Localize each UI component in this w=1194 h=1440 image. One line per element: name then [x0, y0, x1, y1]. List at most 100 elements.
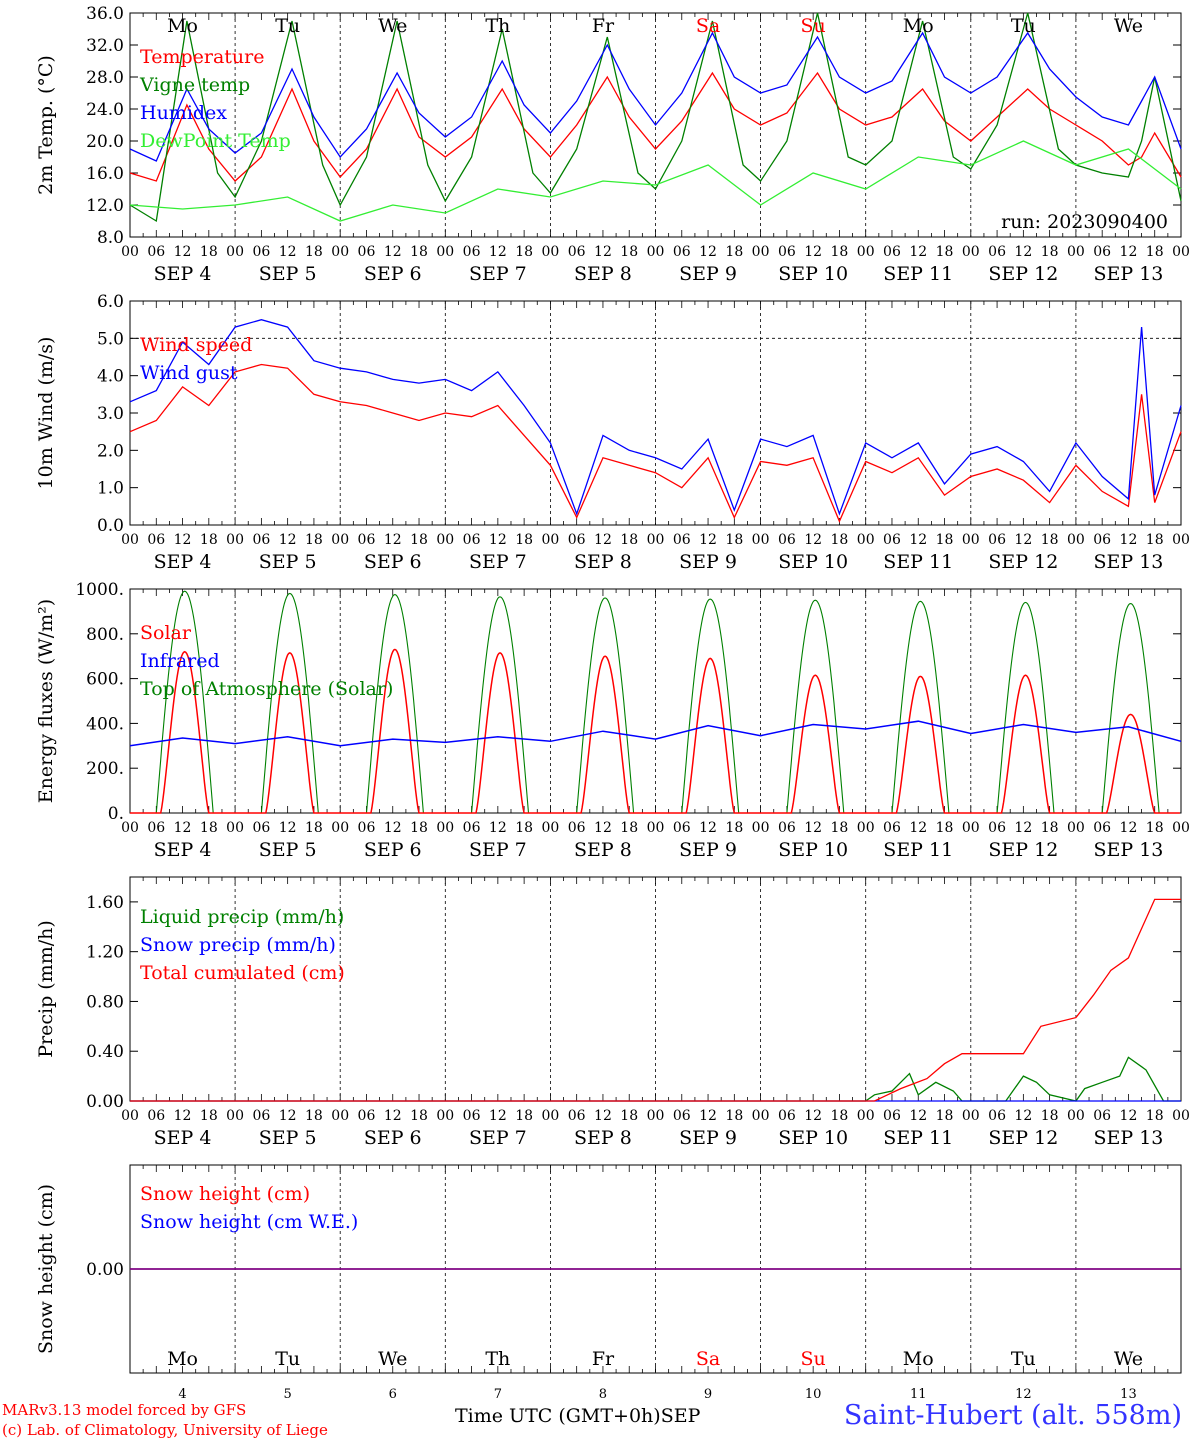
month-label: SEP — [660, 1405, 701, 1427]
y-tick-label: 28.0 — [86, 68, 124, 88]
x-date-label: SEP 5 — [259, 551, 317, 573]
y-axis-label: Precip (mm/h) — [35, 920, 57, 1058]
x-hour-label: 06 — [988, 532, 1006, 548]
x-hour-label: 12 — [1120, 532, 1138, 548]
weekday-label: We — [1114, 15, 1143, 37]
weekday-label: We — [378, 15, 407, 37]
x-date-label: SEP 11 — [883, 263, 953, 285]
y-tick-label: 3.0 — [97, 404, 124, 424]
x-hour-label: 06 — [988, 1108, 1006, 1124]
y-tick-label: 16.0 — [86, 164, 124, 184]
toa-solar-line — [130, 590, 1180, 814]
x-hour-label: 00 — [541, 532, 559, 548]
x-hour-label: 06 — [778, 532, 796, 548]
legend-entry: DewPoint Temp — [140, 130, 291, 152]
x-hour-label: 12 — [699, 244, 717, 260]
x-hour-label: 18 — [515, 244, 533, 260]
x-hour-label: 12 — [1014, 820, 1032, 836]
panel-3: 0. 200. 400. 600. 800. 1000. Energy fluxes (W/… — [35, 580, 1190, 861]
x-hour-label: 18 — [200, 532, 218, 548]
x-hour-label: 00 — [647, 1108, 665, 1124]
station-name: Saint-Hubert (alt. 558m) — [843, 1400, 1182, 1431]
x-date-label: SEP 7 — [469, 263, 527, 285]
x-date-label: SEP 5 — [259, 263, 317, 285]
x-hour-label: 12 — [174, 820, 192, 836]
legend-entry: Liquid precip (mm/h) — [140, 906, 344, 928]
x-hour-label: 06 — [568, 820, 586, 836]
x-hour-label: 00 — [1172, 1108, 1190, 1124]
y-tick-label: 1.0 — [97, 479, 124, 499]
x-hour-label: 06 — [673, 532, 691, 548]
weekday-label: Mo — [167, 1348, 198, 1370]
x-hour-label: 12 — [909, 820, 927, 836]
x-hour-label: 00 — [857, 532, 875, 548]
x-hour-label: 06 — [358, 1108, 376, 1124]
x-hour-label: 00 — [752, 532, 770, 548]
x-hour-label: 00 — [857, 244, 875, 260]
x-hour-label: 00 — [962, 244, 980, 260]
x-hour-label: 00 — [752, 820, 770, 836]
x-hour-label: 12 — [909, 1108, 927, 1124]
x-hour-label: 18 — [200, 820, 218, 836]
x-date-label: SEP 6 — [364, 263, 422, 285]
x-hour-label: 00 — [647, 244, 665, 260]
y-tick-label: 0. — [108, 804, 124, 824]
x-date-label: SEP 10 — [778, 551, 848, 573]
x-hour-label: 12 — [909, 532, 927, 548]
plot-frame — [129, 300, 1182, 526]
legend-entry: Vigne temp — [139, 74, 250, 96]
x-hour-label: 00 — [1067, 532, 1085, 548]
x-hour-label: 12 — [699, 1108, 717, 1124]
weekday-label: Fr — [592, 1348, 615, 1370]
x-hour-label: 12 — [174, 532, 192, 548]
x-hour-label: 12 — [489, 244, 507, 260]
x-hour-label: 12 — [909, 244, 927, 260]
series-line-4 — [129, 140, 1182, 222]
x-hour-label: 00 — [541, 244, 559, 260]
x-hour-label: 12 — [699, 820, 717, 836]
x-date-label: SEP 13 — [1094, 551, 1164, 573]
series-line-3 — [129, 31, 1182, 162]
weekday-label: Tu — [275, 1348, 300, 1370]
y-tick-label: 0.40 — [86, 1042, 124, 1062]
x-date-label: SEP 13 — [1094, 839, 1164, 861]
y-tick-label: 36.0 — [86, 4, 124, 24]
x-hour-label: 00 — [752, 244, 770, 260]
x-hour-label: 06 — [463, 1108, 481, 1124]
day-number: 10 — [805, 1387, 822, 1402]
x-hour-label: 12 — [594, 244, 612, 260]
x-hour-label: 18 — [410, 1108, 428, 1124]
x-hour-label: 00 — [647, 820, 665, 836]
x-hour-label: 12 — [174, 1108, 192, 1124]
x-date-label: SEP 9 — [679, 1127, 737, 1149]
x-date-label: SEP 13 — [1094, 263, 1164, 285]
series-line-1 — [129, 71, 1182, 182]
x-hour-label: 12 — [594, 1108, 612, 1124]
series-line-1 — [129, 363, 1182, 523]
x-hour-label: 00 — [857, 820, 875, 836]
y-tick-label: 0.80 — [86, 992, 124, 1012]
x-hour-label: 18 — [725, 244, 743, 260]
day-number: 13 — [1120, 1387, 1137, 1402]
time-utc-label: Time UTC (GMT+0h) — [455, 1405, 661, 1427]
time-axis-label: Time UTC (GMT+0h)SEP — [455, 1405, 700, 1427]
x-hour-label: 12 — [699, 532, 717, 548]
x-hour-label: 06 — [147, 532, 165, 548]
x-hour-label: 00 — [1172, 820, 1190, 836]
x-hour-label: 00 — [226, 532, 244, 548]
x-date-label: SEP 11 — [883, 1127, 953, 1149]
y-axis-label: Energy fluxes (W/m²) — [35, 599, 57, 803]
x-hour-label: 12 — [384, 820, 402, 836]
x-hour-label: 06 — [778, 820, 796, 836]
weekday-label: We — [1114, 1348, 1143, 1370]
x-hour-label: 06 — [988, 820, 1006, 836]
x-hour-label: 12 — [1120, 1108, 1138, 1124]
x-hour-label: 12 — [489, 820, 507, 836]
x-hour-label: 00 — [226, 244, 244, 260]
x-hour-label: 18 — [1041, 244, 1059, 260]
x-date-label: SEP 12 — [988, 263, 1058, 285]
x-date-label: SEP 10 — [778, 1127, 848, 1149]
day-number: 12 — [1015, 1387, 1032, 1402]
x-hour-label: 18 — [305, 820, 323, 836]
x-date-label: SEP 5 — [259, 1127, 317, 1149]
